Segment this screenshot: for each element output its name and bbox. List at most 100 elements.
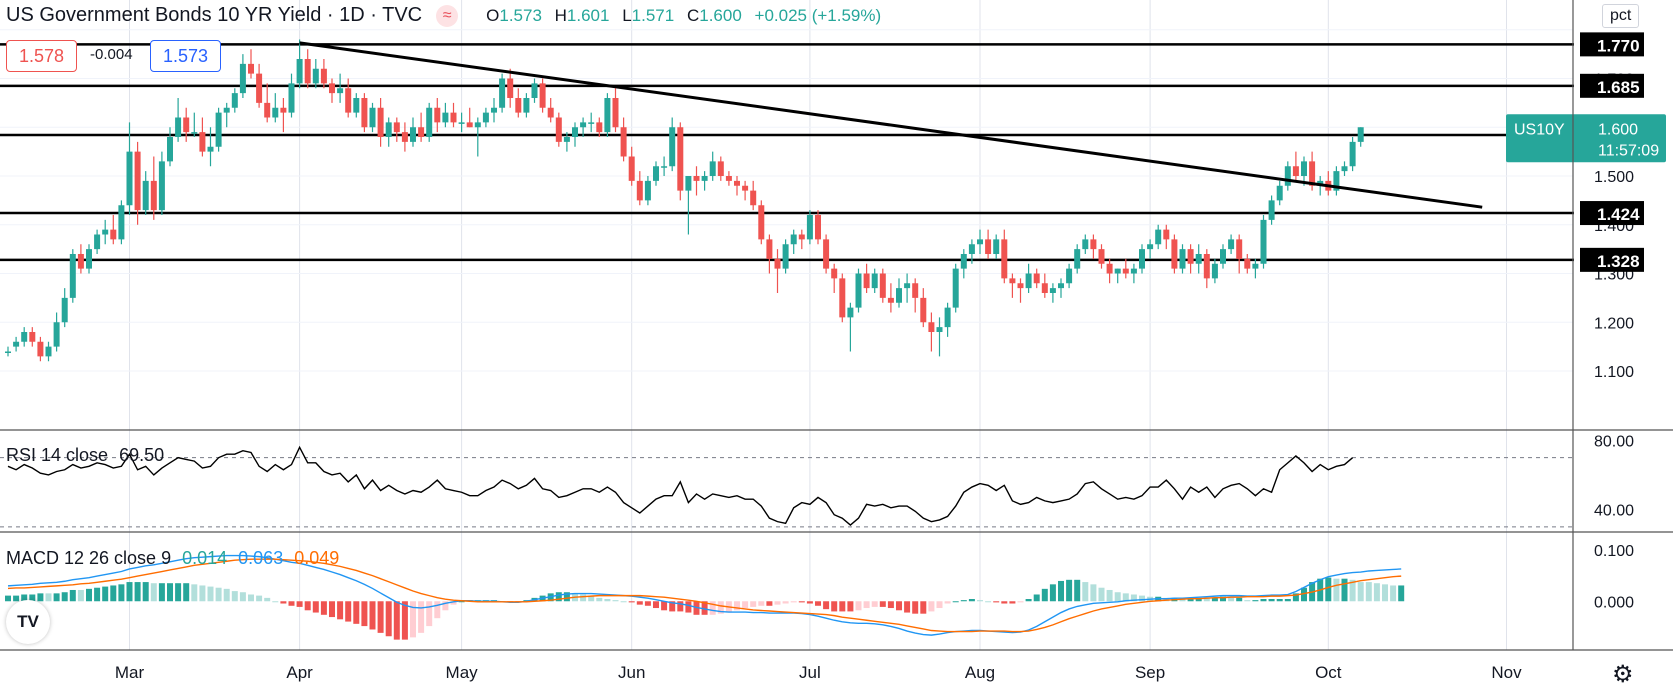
candle (1260, 215, 1267, 269)
macd-histogram-bar (677, 601, 684, 612)
candle (1333, 166, 1340, 196)
candle-body (847, 307, 854, 318)
candle-body (215, 112, 222, 147)
macd-histogram-bar (37, 593, 44, 602)
candle (734, 176, 740, 196)
candle-body (604, 98, 611, 133)
candle-body (369, 107, 376, 128)
rsi-legend[interactable]: RSI 14 close 69.50 (6, 445, 164, 466)
candle-body (855, 273, 862, 308)
close-value: 1.600 (699, 5, 742, 25)
macd-histogram-bar (134, 582, 141, 602)
candle-body (442, 112, 449, 123)
candle-body (118, 205, 125, 240)
macd-hist-value: 0.014 (182, 548, 228, 568)
time-tick-label: Nov (1491, 663, 1522, 682)
candle (1041, 273, 1048, 298)
macd-histogram-bar (1187, 599, 1194, 602)
candle-body (653, 166, 659, 181)
macd-histogram-bar (766, 601, 773, 606)
candle-body (1147, 244, 1154, 250)
macd-histogram-bar (248, 594, 254, 602)
candle-body (410, 127, 416, 142)
candle-body (361, 98, 368, 128)
macd-histogram-bar (296, 601, 303, 607)
gear-icon[interactable]: ⚙ (1612, 661, 1634, 688)
macd-histogram-bar (393, 601, 400, 640)
candle (1033, 268, 1040, 289)
macd-histogram-bar (798, 601, 805, 603)
macd-histogram-bar (952, 601, 959, 603)
candle (280, 98, 287, 133)
candle-body (1139, 249, 1145, 269)
candle-body (968, 244, 975, 254)
macd-histogram-bar (1179, 599, 1186, 602)
macd-histogram-bar (612, 600, 619, 602)
candle (1066, 263, 1073, 289)
macd-legend[interactable]: MACD 12 26 close 9 0.014 0.063 0.049 (6, 548, 339, 569)
candle-body (256, 73, 263, 103)
scale-unit-button[interactable]: pct (1602, 4, 1640, 28)
candle (458, 112, 465, 133)
macd-histogram-bar (815, 601, 821, 606)
candle (312, 59, 319, 89)
macd-histogram-bar (1341, 578, 1348, 602)
candle-body (102, 229, 109, 235)
macd-histogram-bar (199, 585, 206, 602)
candle (5, 346, 11, 357)
candle-body (555, 117, 562, 142)
symbol-title[interactable]: US Government Bonds 10 YR Yield · 1D · T… (6, 4, 423, 26)
candle (871, 268, 878, 293)
macd-histogram-bar (1365, 582, 1372, 602)
macd-histogram-bar (1220, 596, 1226, 602)
macd-histogram-bar (871, 601, 878, 607)
macd-histogram-bar (183, 583, 190, 602)
macd-histogram-bar (1033, 594, 1040, 602)
macd-histogram-bar (1090, 584, 1097, 602)
candle (94, 229, 101, 254)
candle-body (239, 63, 246, 94)
candle (831, 263, 838, 293)
candle-body (523, 98, 530, 113)
candle (491, 98, 497, 123)
macd-histogram-bar (418, 601, 425, 633)
buy-price-button[interactable]: 1.573 (150, 40, 222, 72)
macd-histogram-bar (717, 601, 724, 614)
candle-body (142, 180, 149, 211)
candle-body (158, 161, 165, 211)
candle (337, 73, 344, 103)
macd-histogram-bar (920, 601, 927, 614)
time-tick-label: Aug (965, 663, 995, 682)
candle (928, 312, 935, 352)
macd-histogram-bar (1390, 585, 1397, 602)
macd-histogram-bar (1203, 597, 1210, 602)
candle (620, 117, 627, 162)
candle-body (1074, 249, 1081, 269)
macd-histogram-bar (1301, 587, 1307, 602)
candle-body (1066, 268, 1073, 284)
candle (572, 122, 578, 147)
time-tick-label: Apr (286, 663, 313, 682)
candle-body (790, 234, 797, 245)
candle (1228, 234, 1235, 254)
candle (102, 219, 109, 245)
candle (361, 93, 368, 133)
candle-body (1244, 258, 1251, 269)
candle (482, 107, 489, 128)
macd-histogram-bar (45, 593, 52, 602)
candle-body (45, 346, 52, 357)
candle (418, 112, 425, 142)
sell-price-button[interactable]: 1.578 (6, 40, 78, 72)
macd-histogram-bar (993, 601, 1000, 603)
tradingview-logo[interactable]: TV (6, 600, 50, 644)
macd-histogram-bar (312, 601, 319, 613)
current-price-countdown: 11:57:09 (1598, 142, 1659, 159)
candle-body (1252, 263, 1259, 269)
candle-body (1195, 254, 1202, 264)
macd-histogram-bar (1025, 599, 1032, 602)
macd-histogram-bar (806, 601, 813, 604)
low-value: 1.571 (631, 5, 675, 25)
candle (588, 112, 595, 133)
flag-icon[interactable]: ≈ (436, 4, 459, 27)
